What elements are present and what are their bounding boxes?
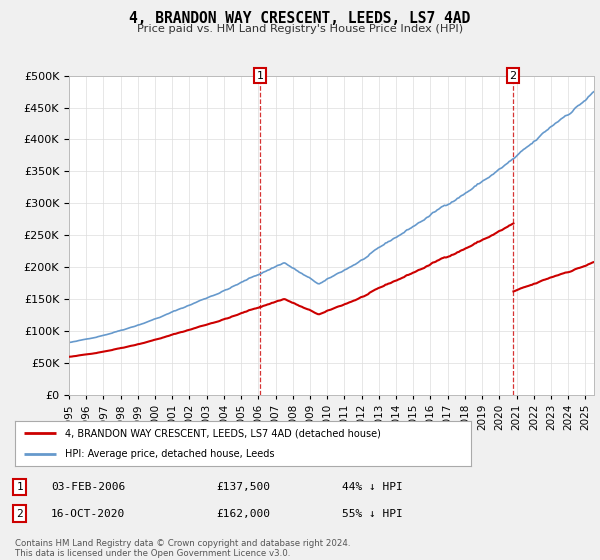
Text: £137,500: £137,500 xyxy=(216,482,270,492)
Text: 16-OCT-2020: 16-OCT-2020 xyxy=(51,508,125,519)
Text: Price paid vs. HM Land Registry's House Price Index (HPI): Price paid vs. HM Land Registry's House … xyxy=(137,24,463,34)
Text: HPI: Average price, detached house, Leeds: HPI: Average price, detached house, Leed… xyxy=(65,449,275,459)
Text: 4, BRANDON WAY CRESCENT, LEEDS, LS7 4AD (detached house): 4, BRANDON WAY CRESCENT, LEEDS, LS7 4AD … xyxy=(65,428,381,438)
Text: 1: 1 xyxy=(16,482,23,492)
Text: 4, BRANDON WAY CRESCENT, LEEDS, LS7 4AD: 4, BRANDON WAY CRESCENT, LEEDS, LS7 4AD xyxy=(130,11,470,26)
Text: Contains HM Land Registry data © Crown copyright and database right 2024.
This d: Contains HM Land Registry data © Crown c… xyxy=(15,539,350,558)
Text: 2: 2 xyxy=(16,508,23,519)
Text: 55% ↓ HPI: 55% ↓ HPI xyxy=(342,508,403,519)
Text: 1: 1 xyxy=(256,71,263,81)
Text: 03-FEB-2006: 03-FEB-2006 xyxy=(51,482,125,492)
Text: £162,000: £162,000 xyxy=(216,508,270,519)
Text: 44% ↓ HPI: 44% ↓ HPI xyxy=(342,482,403,492)
Text: 2: 2 xyxy=(509,71,517,81)
